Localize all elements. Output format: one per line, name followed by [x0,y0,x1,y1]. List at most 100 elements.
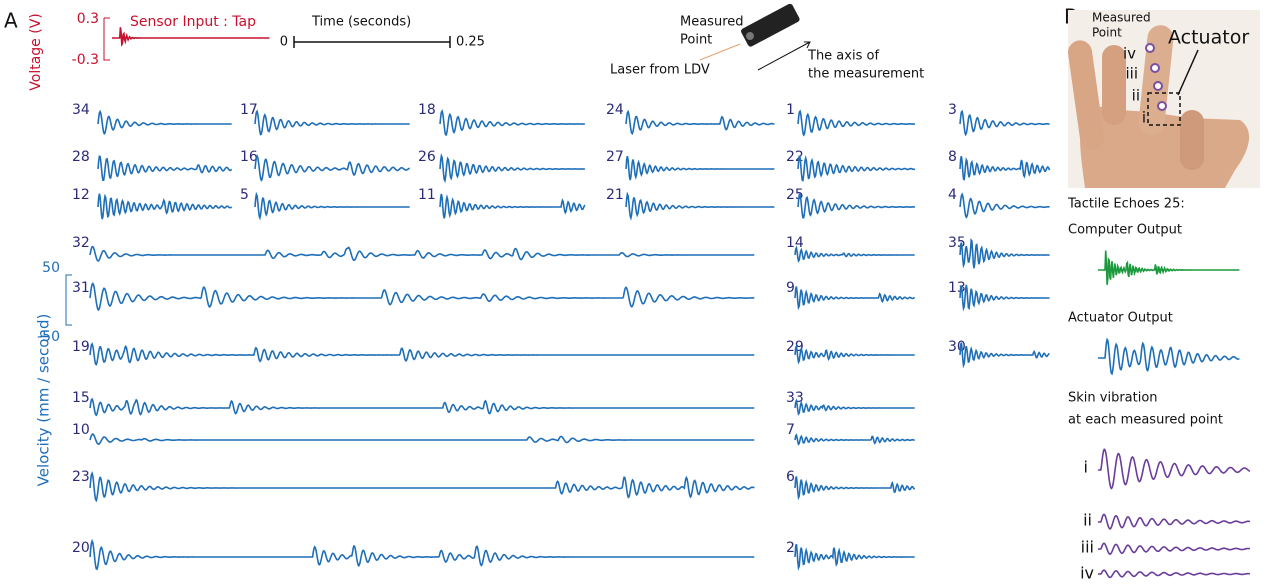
trace-label: 30 [948,339,966,355]
voltage-max: 0.3 [77,11,99,27]
trace-label: 28 [72,149,90,165]
trace-label: 23 [72,469,90,485]
waveform [960,343,1050,366]
waveform [960,285,1050,309]
voltage-min: -0.3 [72,52,99,68]
waveform [1098,251,1239,285]
trace-label: 35 [948,235,966,251]
b-text: Computer Output [1068,223,1182,238]
trace-label: 11 [418,187,436,203]
time-end: 0.25 [456,35,485,50]
trace-label: 7 [786,422,795,438]
waveform [90,399,754,415]
waveform [90,541,754,569]
waveform [798,195,915,218]
trace-label: 15 [72,390,90,406]
trace-label: iii [1081,538,1094,557]
trace-label: 6 [786,469,795,485]
velocity-max: 50 [42,260,60,276]
panel-label: A [4,9,18,33]
trace-label: 9 [786,280,795,296]
waveform [98,112,232,134]
waveform [1098,543,1250,554]
waveform [798,156,915,181]
figure: A B Voltage (V) 0.3 -0.3 Sensor Input : … [0,0,1278,584]
point-label: iv [1123,45,1136,63]
point-label: iii [1125,65,1138,83]
waveform [1098,570,1250,577]
trace-label: ii [1083,511,1092,530]
trace-label: 4 [948,187,957,203]
waveform [960,194,1050,217]
waveform [90,284,754,310]
trace-label: 13 [948,280,966,296]
ldv-label: Measured [680,15,744,30]
b-text: Actuator Output [1068,311,1173,326]
trace-label: 31 [72,280,90,296]
velocity-min: -50 [37,329,60,345]
trace-label: 18 [418,102,436,118]
axis-arrow [758,42,810,70]
trace-label: 1 [786,102,795,118]
waveform [98,194,232,220]
b-text: Skin vibration [1068,391,1158,406]
waveform [255,194,410,218]
waveform [795,248,915,261]
waveform [255,156,410,180]
waveform [90,247,754,261]
actuator-label: Actuator [1168,27,1249,49]
ldv-label: The axis of [807,49,879,64]
point-label: ii [1132,87,1140,105]
waveform [255,111,410,134]
trace-label: iv [1080,564,1094,583]
waveform [795,477,915,498]
b-text: Tactile Echoes 25: [1067,197,1185,212]
trace-label: 12 [72,187,90,203]
point-label: i [1142,109,1146,127]
waveform [626,194,774,218]
waveform [795,435,915,444]
trace-label: 32 [72,235,90,251]
waveform [90,434,754,444]
waveform [440,194,585,218]
waveform [798,111,915,135]
ldv-label: Laser from LDV [610,63,710,78]
waveform [90,473,754,500]
trace-label: 21 [606,187,624,203]
trace-label: 2 [786,540,795,556]
waveform [795,401,915,414]
waveform [960,156,1050,179]
b-label: Measured [1092,11,1151,25]
waveform [440,156,585,181]
trace-label: 5 [240,187,249,203]
trace-label: 10 [72,422,90,438]
voltage-bracket [104,18,110,60]
waveform [1098,449,1250,488]
trace-label: 34 [72,102,90,118]
waveform [960,111,1050,134]
waveform [626,112,774,134]
waveform [90,344,754,365]
b-text: at each measured point [1068,413,1223,428]
waveform [1098,340,1239,374]
voltage-axis-label: Voltage (V) [28,13,44,90]
ldv-label: the measurement [808,67,924,82]
waveform [1098,515,1250,529]
waveform [98,156,232,180]
ldv-device [740,3,801,48]
waveform [960,240,1050,268]
waveform [440,111,585,135]
trace-label: 24 [606,102,624,118]
time-bar [294,36,450,48]
trace-label: 26 [418,149,436,165]
trace-label: 19 [72,339,90,355]
trace-label: 3 [948,102,957,118]
waveform [795,544,915,568]
trace-label: i [1084,458,1088,477]
ldv-label: Point [680,33,712,48]
time-start: 0 [280,35,288,50]
trace-label: 8 [948,149,957,165]
waveform [795,287,915,308]
time-label: Time (seconds) [311,15,411,30]
trace-label: 27 [606,149,624,165]
